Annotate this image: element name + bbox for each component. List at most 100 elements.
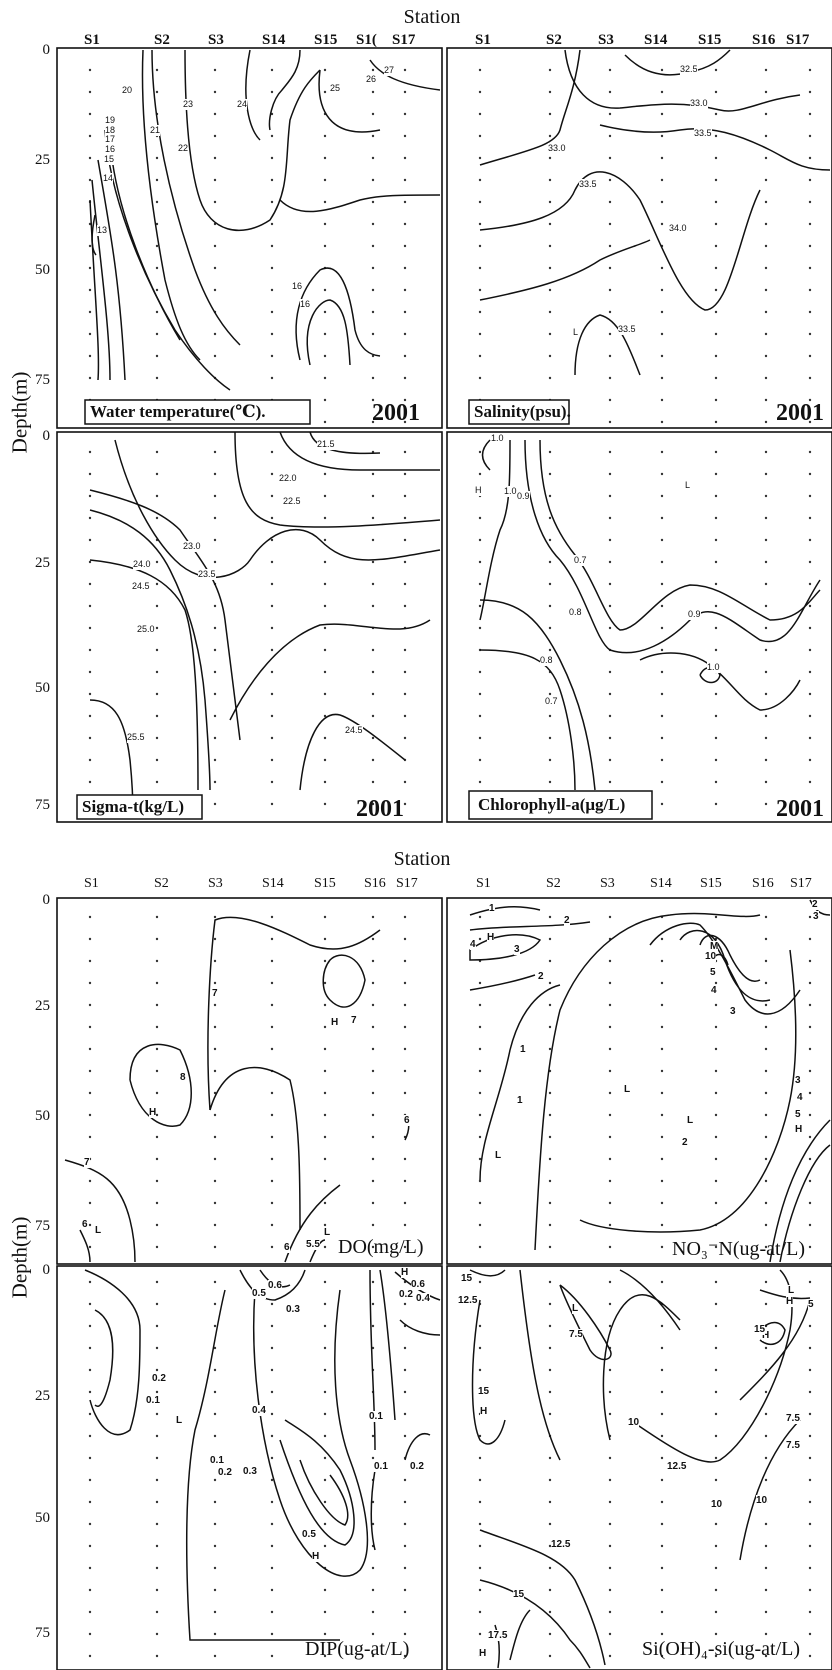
sample-dot [213,604,217,608]
sample-dot [323,538,327,542]
sample-dot [764,1654,768,1658]
sample-dot [608,582,612,586]
sample-dot [270,937,274,941]
sample-dot [714,1456,718,1460]
sample-dot [323,692,327,696]
panel-title-water-temperature: Water temperature(℃). [90,402,266,421]
sample-dot [403,1566,407,1570]
contour-value-label: L [687,1115,694,1126]
sample-dot [403,376,407,380]
sample-dot [764,670,768,674]
sample-dot [478,1113,482,1117]
sample-dot [155,1346,159,1350]
sample-dot [371,494,375,498]
sample-dot [714,1544,718,1548]
sample-dot [660,1654,664,1658]
contour-line [699,934,761,982]
sample-dot [660,981,664,985]
sample-dot [155,222,159,226]
sample-dot [155,1588,159,1592]
contour-line [234,431,441,528]
sample-dot [323,1500,327,1504]
sample-dot [213,516,217,520]
sample-dot [608,90,612,94]
sample-dot [323,1069,327,1073]
contour-line [369,59,441,91]
ytick: 0 [42,42,51,58]
sample-dot [371,1522,375,1526]
contour-value-label: 7.5 [786,1413,800,1424]
sample-dot [270,1588,274,1592]
sample-dot [548,582,552,586]
sample-dot [403,538,407,542]
sample-dot [608,736,612,740]
contour-line [114,439,441,579]
sample-dot [403,1091,407,1095]
sample-dot [478,1522,482,1526]
contour-line [619,1269,681,1331]
sample-dot [764,937,768,941]
contour-value-label: 27 [384,65,395,76]
sample-dot [808,156,812,160]
sample-dot [403,178,407,182]
sample-dot [155,626,159,630]
sample-dot [548,178,552,182]
sample-dot [155,354,159,358]
sample-dot [403,354,407,358]
sample-dot [808,1135,812,1139]
sample-dot [764,266,768,270]
sample-dot [660,1456,664,1460]
sample-dot [548,1390,552,1394]
sample-dot [88,112,92,116]
sample-dot [155,1280,159,1284]
sample-dot [764,376,768,380]
sample-dot [764,915,768,919]
sample-dot [270,780,274,784]
sample-dot [808,1346,812,1350]
sample-dot [608,494,612,498]
sample-dot [714,266,718,270]
sample-dot [608,1522,612,1526]
sample-dot [608,1201,612,1205]
sample-dot [764,1047,768,1051]
sample-dot [660,1390,664,1394]
sample-dot [323,915,327,919]
sample-dot [764,516,768,520]
sample-dot [808,450,812,454]
sample-dot [213,1632,217,1636]
sample-dot [213,266,217,270]
station-label: S2 [546,876,561,891]
contour-value-label: 0.4 [416,1293,430,1304]
sample-dot [270,1113,274,1117]
sample-dot [548,1245,552,1249]
sample-dot [403,1025,407,1029]
sample-dot [478,1456,482,1460]
sample-dot [155,1324,159,1328]
sample-dot [213,1179,217,1183]
sample-dot [403,780,407,784]
sample-dot [608,780,612,784]
contour-value-label: 13 [97,225,108,236]
sample-dot [714,1047,718,1051]
sample-dot [714,915,718,919]
sample-dot [155,582,159,586]
contour-value-label: 33.0 [690,98,708,109]
sample-dot [660,156,664,160]
sample-dot [403,1346,407,1350]
sample-dot [764,758,768,762]
sample-dot [323,1390,327,1394]
sample-dot [403,736,407,740]
sample-dot [548,915,552,919]
sample-dot [270,376,274,380]
sample-dot [660,1223,664,1227]
sample-dot [403,1245,407,1249]
sample-dot [714,90,718,94]
sample-dot [213,1500,217,1504]
sample-dot [660,90,664,94]
contour-value-label: M [710,941,719,952]
sample-dot [88,1434,92,1438]
panel-title-salinity: Salinity(psu). [474,402,571,421]
sample-dot [371,90,375,94]
sample-dot [548,1478,552,1482]
contour-value-label: 7.5 [786,1440,800,1451]
